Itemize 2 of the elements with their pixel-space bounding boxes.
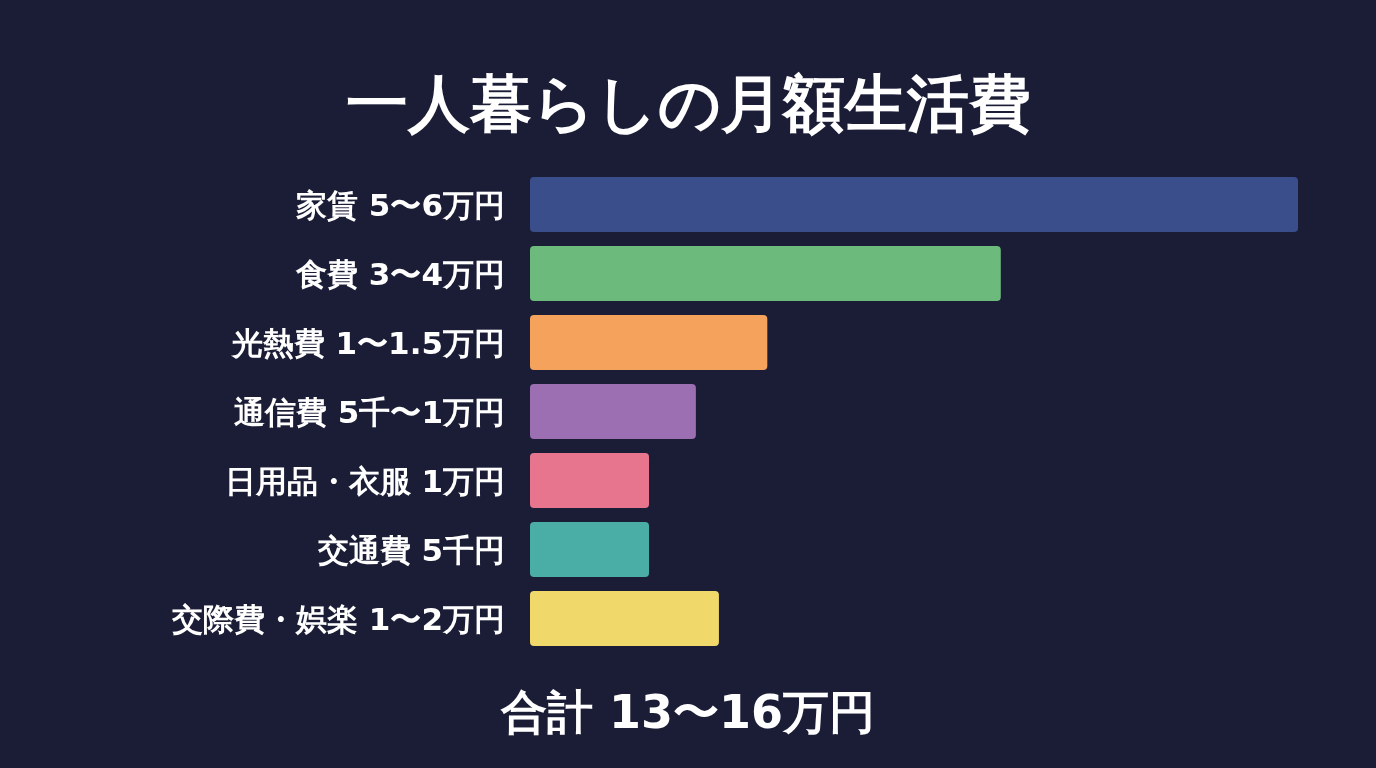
annotation: 合計 13〜16万円 bbox=[501, 685, 875, 739]
title: 一人暮らしの月額生活費 bbox=[345, 67, 1031, 140]
